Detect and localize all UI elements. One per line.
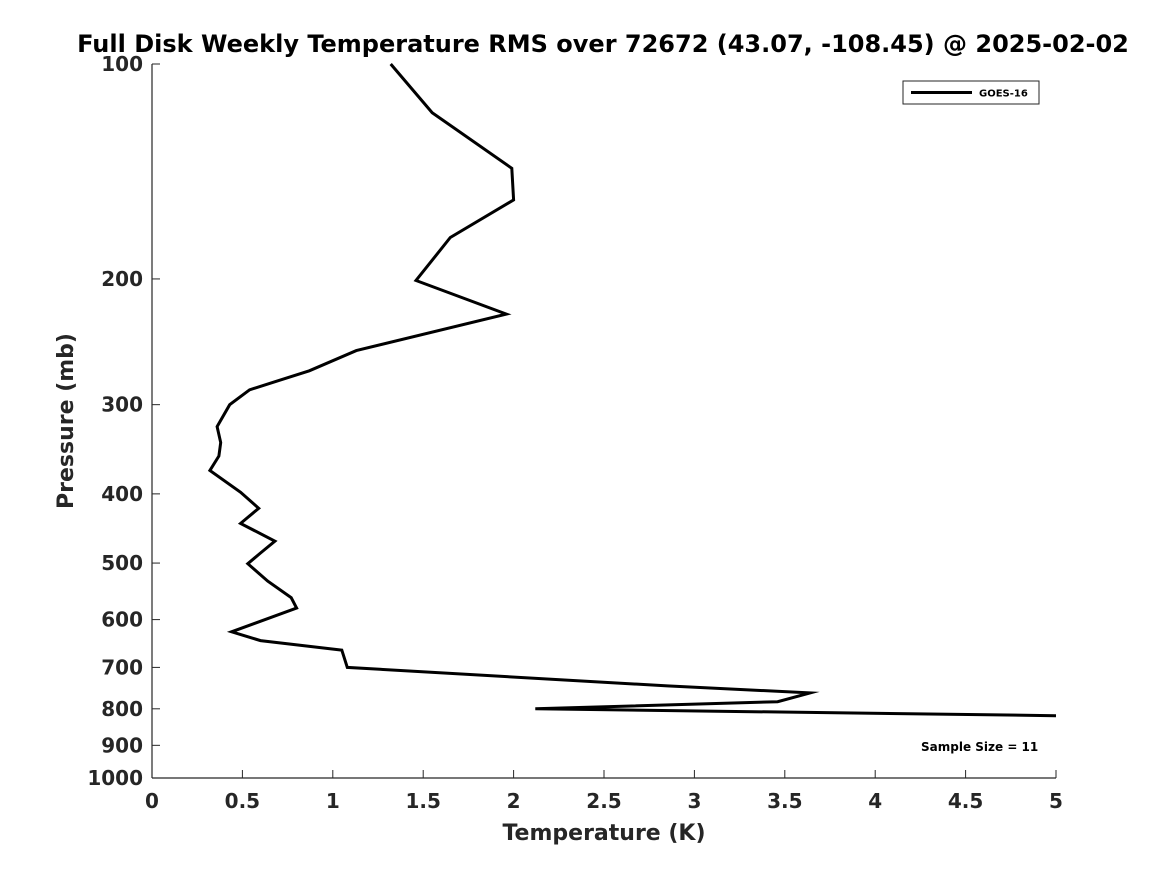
x-tick-label: 4.5 (948, 789, 983, 813)
y-axis-label: Pressure (mb) (54, 333, 79, 509)
x-tick-label: 0.5 (225, 789, 260, 813)
x-axis-ticks: 0 0.5 1 1.5 2 2.5 3 3.5 4 4.5 5 (145, 770, 1063, 813)
y-tick-label: 200 (101, 267, 143, 291)
chart-title: Full Disk Weekly Temperature RMS over 72… (77, 30, 1129, 58)
sample-size-annotation: Sample Size = 11 (921, 740, 1038, 754)
x-tick-label: 2 (507, 789, 521, 813)
x-axis-label: Temperature (K) (502, 821, 705, 846)
legend: GOES-16 (902, 80, 1040, 105)
y-tick-label: 500 (101, 551, 143, 575)
y-tick-label: 400 (101, 482, 143, 506)
y-tick-label: 1000 (87, 766, 143, 790)
y-tick-label: 800 (101, 697, 143, 721)
x-tick-label: 0 (145, 789, 159, 813)
legend-label-goes-16: GOES-16 (979, 89, 1028, 100)
series-line-goes-16 (207, 63, 1057, 718)
y-tick-label: 900 (101, 733, 143, 757)
y-tick-label: 100 (101, 52, 143, 76)
plot-area (151, 64, 1056, 779)
y-axis-ticks: 100 200 300 400 500 600 700 800 900 1000 (87, 52, 160, 790)
x-tick-label: 2.5 (586, 789, 621, 813)
y-tick-label: 300 (101, 393, 143, 417)
series-layer (207, 63, 1057, 718)
y-tick-label: 600 (101, 608, 143, 632)
x-tick-label: 1.5 (405, 789, 440, 813)
y-tick-label: 700 (101, 655, 143, 679)
x-tick-label: 4 (868, 789, 882, 813)
x-tick-label: 3.5 (767, 789, 802, 813)
x-tick-label: 3 (687, 789, 701, 813)
x-tick-label: 1 (326, 789, 340, 813)
x-tick-label: 5 (1049, 789, 1063, 813)
